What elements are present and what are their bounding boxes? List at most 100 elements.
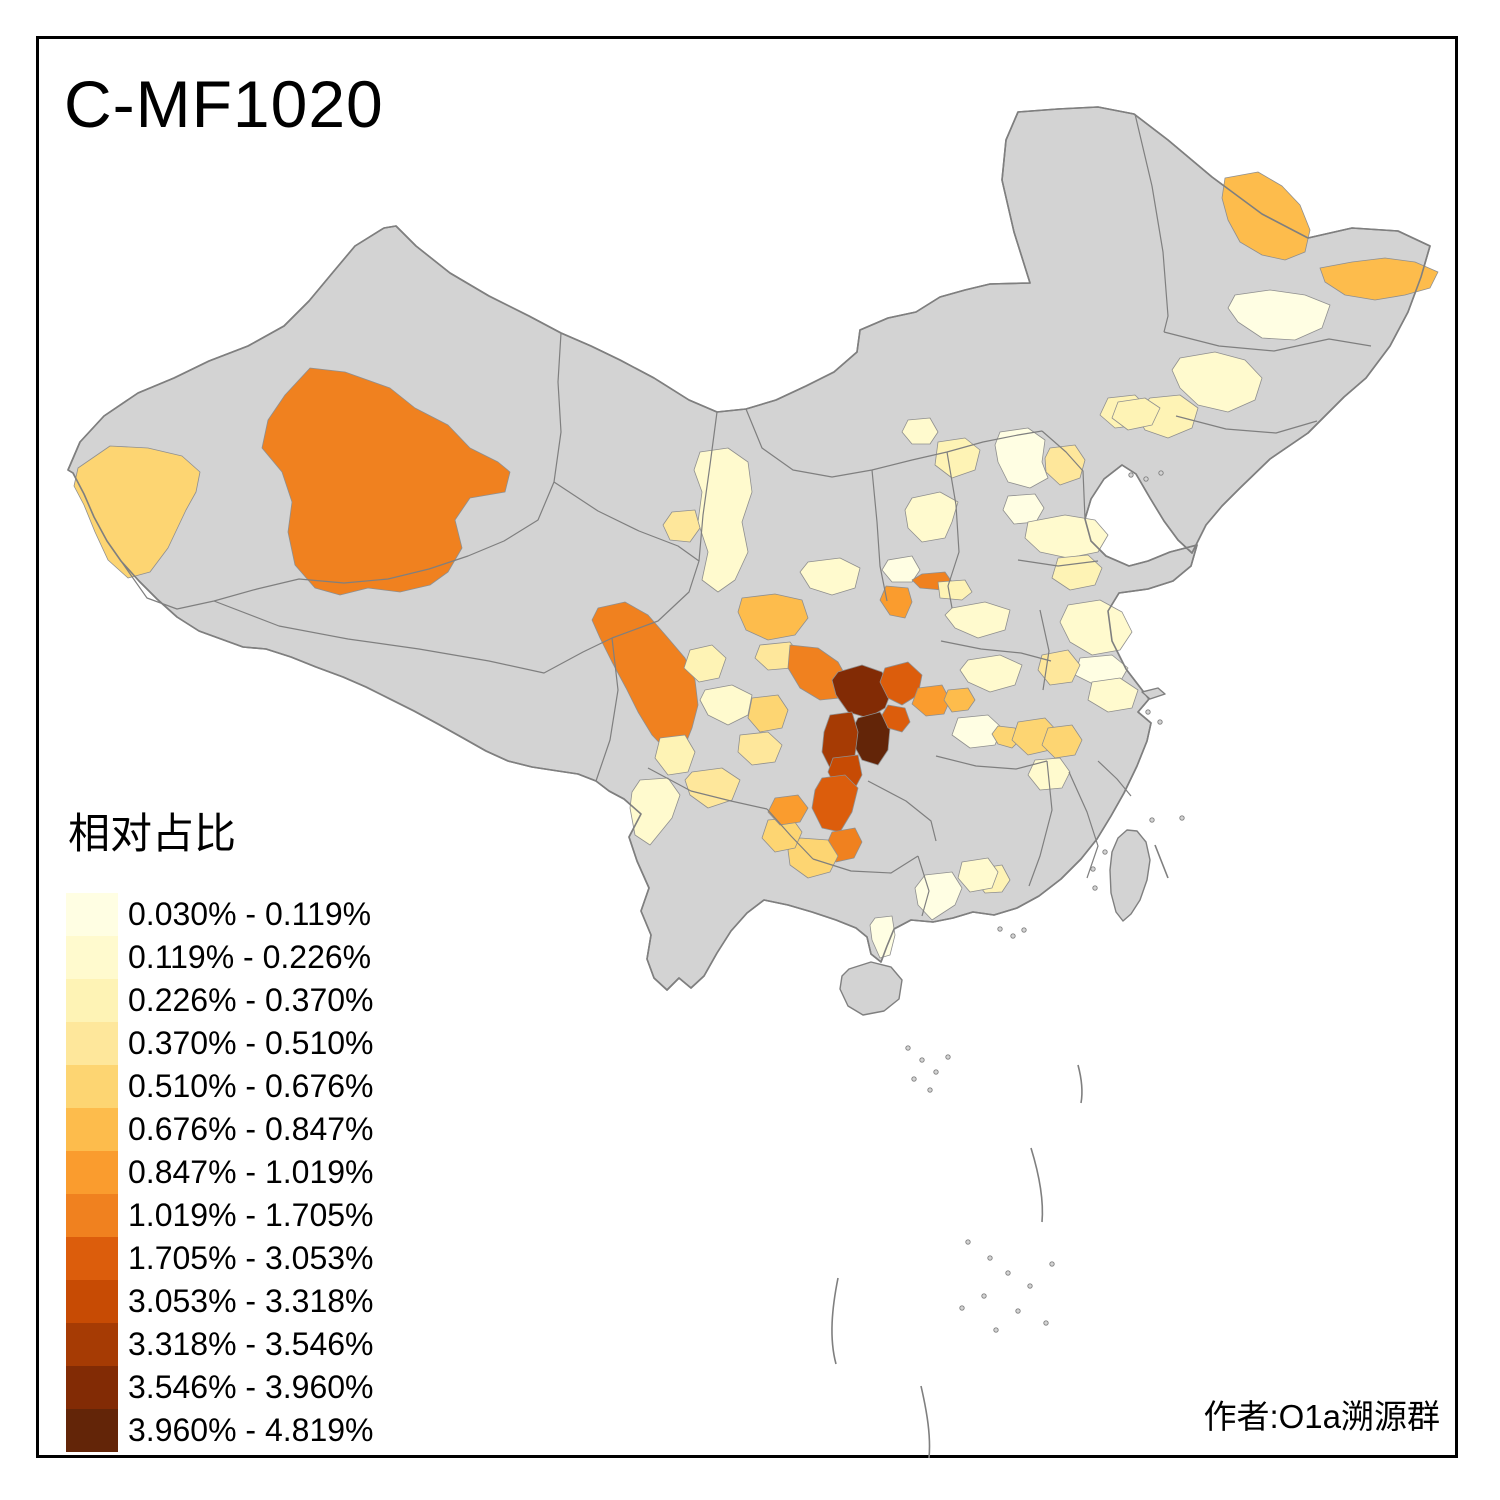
small-island-speck <box>1092 885 1098 891</box>
province-boundary-line <box>1039 609 1050 691</box>
map-region <box>911 684 951 717</box>
legend-class-label: 0.030% - 0.119% <box>128 896 372 932</box>
map-region <box>937 579 973 601</box>
map-region <box>683 644 727 683</box>
legend-color-swatch <box>66 1065 118 1108</box>
map-region <box>944 601 1011 639</box>
province-boundary-line <box>940 640 1052 662</box>
legend: 相对占比 0.030% - 0.119% 0.119% - 0.226% 0.226… <box>66 800 374 1452</box>
map-region <box>901 417 939 445</box>
map-region <box>881 555 921 583</box>
map-region <box>1171 351 1263 413</box>
map-region <box>957 857 999 893</box>
map-region <box>1027 757 1071 791</box>
nine-dash-line-segment <box>1154 844 1169 879</box>
small-island-speck <box>987 1255 993 1261</box>
legend-row: 0.676% - 0.847% <box>66 1108 374 1151</box>
province-boundary-line <box>1068 771 1099 879</box>
province-boundary-line <box>553 481 700 639</box>
small-island-speck <box>927 1087 933 1093</box>
legend-class-label: 0.847% - 1.019% <box>128 1154 374 1190</box>
map-region <box>737 731 783 766</box>
small-island-speck <box>905 1045 911 1051</box>
legend-class-label: 1.705% - 3.053% <box>128 1240 374 1276</box>
small-island-speck <box>1157 719 1163 725</box>
province-boundary-line <box>213 600 613 674</box>
small-island-speck <box>959 1305 965 1311</box>
legend-class-label: 0.676% - 0.847% <box>128 1111 374 1147</box>
mainland-outline <box>67 106 1431 991</box>
legend-row: 3.318% - 3.546% <box>66 1323 374 1366</box>
map-region <box>1059 599 1133 656</box>
attribution-text: 作者:O1a溯源群 <box>1203 1398 1440 1435</box>
map-region <box>994 427 1049 489</box>
legend-row: 0.510% - 0.676% <box>66 1065 374 1108</box>
map-region <box>699 684 753 726</box>
province-boundary-line <box>1028 760 1053 887</box>
small-island-speck <box>1145 709 1151 715</box>
map-region <box>693 447 753 593</box>
map-region <box>1319 257 1439 301</box>
map-region <box>943 687 976 713</box>
legend-class-label: 3.546% - 3.960% <box>128 1369 374 1405</box>
small-island-speck <box>1102 849 1108 855</box>
province-boundary-line <box>946 451 960 609</box>
legend-row: 3.546% - 3.960% <box>66 1366 374 1409</box>
map-region <box>261 367 511 596</box>
island-shape <box>839 961 903 1016</box>
province-boundary-line <box>917 855 930 917</box>
map-region <box>799 557 861 596</box>
map-region <box>991 725 1021 749</box>
legend-row: 3.960% - 4.819% <box>66 1409 374 1452</box>
small-island-speck <box>1179 815 1185 821</box>
map-region <box>629 777 681 846</box>
legend-color-swatch <box>66 1151 118 1194</box>
small-island-speck <box>997 926 1003 932</box>
small-island-speck <box>1090 866 1096 872</box>
small-island-speck <box>945 1054 951 1060</box>
small-island-speck <box>1027 1283 1033 1289</box>
legend-color-swatch <box>66 1108 118 1151</box>
legend-row: 0.847% - 1.019% <box>66 1151 374 1194</box>
small-island-speck <box>981 1293 987 1299</box>
map-region <box>654 734 696 776</box>
small-island-speck <box>919 1057 925 1063</box>
map-region <box>747 694 789 733</box>
legend-row: 3.053% - 3.318% <box>66 1280 374 1323</box>
small-island-speck <box>1021 927 1027 933</box>
province-boundary-line <box>1041 430 1086 520</box>
page-title: C-MF1020 <box>64 67 384 141</box>
small-island-speck <box>1128 472 1134 478</box>
map-region <box>767 794 809 826</box>
small-island-speck <box>1158 470 1164 476</box>
legend-class-label: 3.960% - 4.819% <box>128 1412 374 1448</box>
legend-color-swatch <box>66 979 118 1022</box>
legend-row: 0.119% - 0.226% <box>66 936 374 979</box>
legend-row: 1.019% - 1.705% <box>66 1194 374 1237</box>
province-boundary-line <box>1163 331 1372 352</box>
map-region <box>1041 724 1083 759</box>
province-boundary-line <box>935 755 1048 770</box>
legend-class-label: 1.019% - 1.705% <box>128 1197 374 1233</box>
legend-row: 0.370% - 0.510% <box>66 1022 374 1065</box>
small-island-speck <box>1149 817 1155 823</box>
legend-class-label: 3.053% - 3.318% <box>128 1283 374 1319</box>
island-shape <box>1109 829 1151 922</box>
legend-row: 1.705% - 3.053% <box>66 1237 374 1280</box>
province-boundary-line <box>1097 760 1132 797</box>
province-boundary-line <box>745 408 1043 478</box>
legend-color-swatch <box>66 936 118 979</box>
province-boundary-line <box>1134 113 1169 333</box>
map-region <box>73 445 201 579</box>
legend-class-label: 3.318% - 3.546% <box>128 1326 374 1362</box>
island-shape <box>1141 687 1166 700</box>
map-region <box>1227 289 1331 341</box>
map-region <box>1111 397 1161 431</box>
legend-color-swatch <box>66 1323 118 1366</box>
legend-row: 0.226% - 0.370% <box>66 979 374 1022</box>
legend-classes: 0.030% - 0.119% 0.119% - 0.226% 0.226% - 0… <box>66 893 374 1452</box>
map-region <box>684 767 741 809</box>
map-region <box>1037 649 1081 686</box>
map-region <box>934 437 981 479</box>
small-island-speck <box>1143 476 1149 482</box>
